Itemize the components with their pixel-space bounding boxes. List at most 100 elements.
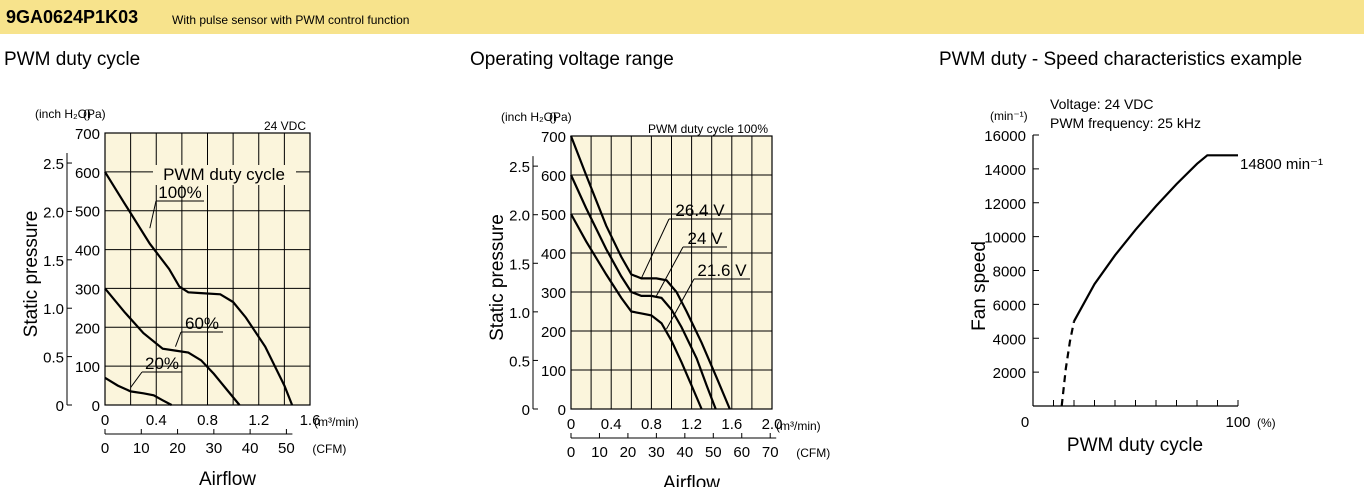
- chart1-ylabel: Static pressure: [21, 211, 42, 338]
- chart2-xlabel: Airflow: [663, 473, 720, 487]
- chart3-ytick: 10000: [984, 230, 1026, 247]
- chart3-x-unit: (%): [1257, 416, 1276, 430]
- chart1-xtick-cfm: 10: [133, 440, 150, 457]
- chart2-xtick-cfm: 50: [705, 444, 722, 461]
- chart1-x-unit-m3: (m³/min): [314, 415, 359, 429]
- chart2-xtick: 2.0: [762, 416, 783, 433]
- chart2-ytick-pa: 400: [541, 246, 566, 263]
- chart2-xtick-cfm: 40: [676, 444, 693, 461]
- chart2-series-label: 26.4 V: [675, 201, 725, 220]
- chart1-xtick: 1.6: [300, 412, 321, 429]
- chart1-ytick-pa: 0: [92, 398, 100, 415]
- chart1-title: PWM duty cycle: [4, 49, 141, 70]
- chart2-x-unit-cfm: (CFM): [796, 446, 830, 460]
- chart1-ytick-inch: 1.5: [43, 253, 64, 270]
- chart2-ytick-inch: 0: [522, 402, 530, 419]
- chart2-series-line: [570, 213, 703, 410]
- chart1-series-label: 20%: [145, 354, 179, 373]
- chart1-ytick-inch: 2.5: [43, 156, 64, 173]
- chart1-xtick-cfm: 30: [205, 440, 222, 457]
- chart1-ytick-pa: 400: [75, 243, 100, 260]
- chart2-xtick-cfm: 70: [762, 444, 779, 461]
- chart2-xtick-cfm: 10: [591, 444, 608, 461]
- chart2-frame: [570, 135, 773, 410]
- chart2-ylabel: Static pressure: [487, 214, 508, 341]
- chart3-xtick: 100: [1225, 414, 1250, 431]
- chart2-xtick-cfm: 30: [648, 444, 665, 461]
- chart3-series-line: [1060, 321, 1076, 407]
- chart1-label-leader: [130, 371, 143, 388]
- chart2-series-label: 21.6 V: [697, 261, 747, 280]
- chart2-xtick: 0.4: [601, 416, 622, 433]
- chart1-ytick-inch: 0: [56, 398, 64, 415]
- chart2-ytick-inch: 2.0: [509, 208, 530, 225]
- chart1-ytick-pa: 100: [75, 359, 100, 376]
- chart2-ytick-inch: 2.5: [509, 159, 530, 176]
- chart1-ytick-pa: 200: [75, 320, 100, 337]
- chart2-annotation: PWM duty cycle 100%: [648, 122, 768, 136]
- chart2-ytick-inch: 0.5: [509, 353, 530, 370]
- chart1-ytick-inch: 0.5: [43, 350, 64, 367]
- chart3-ytick: 16000: [984, 128, 1026, 145]
- chart1-label-leader: [175, 331, 182, 347]
- chart3-xtick: 0: [1021, 414, 1029, 431]
- chart1-ytick-pa: 500: [75, 204, 100, 221]
- model-number: 9GA0624P1K03: [6, 7, 139, 27]
- chart1-xlabel: Airflow: [199, 469, 256, 487]
- chart2-label-leader: [655, 246, 684, 297]
- chart2-xtick: 0: [567, 416, 575, 433]
- chart2-series-line: [569, 135, 731, 410]
- chart2-y-unit-inch: (inch H₂O): [501, 110, 557, 124]
- chart2-ytick-pa: 700: [541, 129, 566, 146]
- chart2-ytick-pa: 0: [558, 402, 566, 419]
- chart2-series-label: 24 V: [688, 229, 724, 248]
- chart3-end-label: 14800 min⁻¹: [1240, 156, 1323, 173]
- chart2-label-leader: [640, 218, 670, 279]
- chart1-xtick: 0.8: [197, 412, 218, 429]
- chart2-ytick-pa: 600: [541, 168, 566, 185]
- chart2-series-line: [569, 174, 717, 410]
- chart1-series-label: 60%: [185, 314, 219, 333]
- chart1-ytick-pa: 600: [75, 165, 100, 182]
- chart3-ytick: 4000: [993, 331, 1026, 348]
- chart2-xtick: 1.2: [681, 416, 702, 433]
- header-bar: 9GA0624P1K03 With pulse sensor with PWM …: [0, 0, 1364, 34]
- model-description: With pulse sensor with PWM control funct…: [172, 13, 410, 27]
- chart1-series-label: 100%: [158, 183, 201, 202]
- chart3-title: PWM duty - Speed characteristics example: [939, 49, 1303, 70]
- chart2-ytick-inch: 1.0: [509, 305, 530, 322]
- chart2-xtick-cfm: 0: [567, 444, 575, 461]
- chart3-ytick: 14000: [984, 162, 1026, 179]
- chart1-y-unit-inch: (inch H₂O): [35, 107, 91, 121]
- chart2-y-unit-pa: (Pa): [549, 110, 572, 124]
- chart3-xlabel: PWM duty cycle: [1067, 435, 1203, 456]
- chart1-ytick-pa: 300: [75, 281, 100, 298]
- chart3-ytick: 6000: [993, 297, 1026, 314]
- chart1-legend-title: PWM duty cycle: [163, 165, 285, 184]
- chart2-title: Operating voltage range: [470, 49, 674, 70]
- chart1-x-unit-cfm: (CFM): [312, 442, 346, 456]
- chart1-annotation: 24 VDC: [264, 119, 306, 133]
- chart1-xtick-cfm: 0: [101, 440, 109, 457]
- chart3-series-line: [1073, 154, 1238, 322]
- chart1-series-line: [104, 376, 173, 406]
- chart2-x-unit-m3: (m³/min): [776, 419, 821, 433]
- chart1-ytick-inch: 2.0: [43, 204, 64, 221]
- chart1-y-unit-pa: (Pa): [83, 107, 106, 121]
- chart1-frame: [104, 132, 311, 406]
- chart3-ytick: 12000: [984, 196, 1026, 213]
- chart1-series-line: [104, 171, 294, 406]
- chart3-annotation: PWM frequency: 25 kHz: [1050, 115, 1201, 131]
- chart1-ytick-inch: 1.0: [43, 301, 64, 318]
- chart2-ytick-pa: 100: [541, 363, 566, 380]
- chart1-xtick: 0.4: [146, 412, 167, 429]
- chart1-xtick-cfm: 20: [169, 440, 186, 457]
- chart1-xtick-cfm: 40: [242, 440, 259, 457]
- chart1-xtick: 1.2: [248, 412, 269, 429]
- chart3-ylabel: Fan speed: [969, 241, 990, 331]
- chart2-xtick-cfm: 20: [620, 444, 637, 461]
- chart1-xtick-cfm: 50: [278, 440, 295, 457]
- chart2-ytick-pa: 300: [541, 285, 566, 302]
- chart1-xtick: 0: [101, 412, 109, 429]
